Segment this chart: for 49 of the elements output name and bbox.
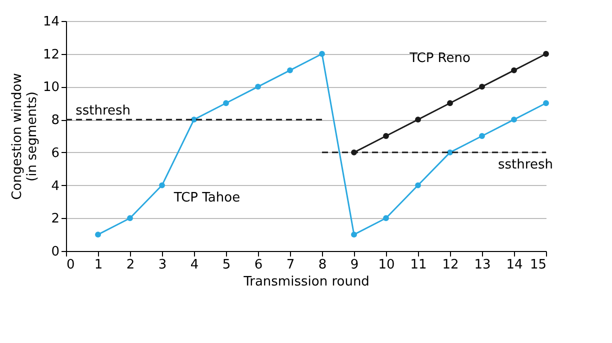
- y-tick-label: 8: [51, 113, 60, 128]
- point: [351, 232, 357, 238]
- point: [479, 133, 485, 139]
- x-tick-label: 4: [190, 258, 199, 272]
- x-tick-label: 0: [66, 258, 75, 272]
- y-tick-label: 12: [42, 47, 60, 62]
- x-tick-label: 7: [286, 258, 295, 272]
- point: [415, 182, 421, 188]
- x-tick-label: 12: [442, 258, 459, 272]
- x-tick-label: 5: [222, 258, 231, 272]
- series-label: TCP Tahoe: [172, 190, 240, 206]
- y-tick-label: 6: [51, 146, 60, 161]
- y-axis-title: Congestion window (in segments): [10, 72, 40, 200]
- point: [159, 182, 165, 188]
- x-tick-label: 1: [94, 258, 103, 272]
- x-tick-label: 6: [254, 258, 263, 272]
- point: [447, 100, 453, 106]
- x-tick-label: 13: [474, 258, 491, 272]
- y-tick-label: 2: [51, 212, 60, 227]
- y-tick-label: 4: [51, 178, 60, 194]
- x-tick-label: 14: [506, 258, 523, 272]
- point: [127, 215, 133, 222]
- point: [223, 100, 229, 106]
- x-tick-label: 11: [410, 258, 427, 272]
- point: [319, 50, 325, 57]
- point: [479, 84, 485, 90]
- point: [255, 84, 261, 90]
- point: [287, 67, 293, 74]
- y-tick-label: 0: [51, 244, 60, 260]
- annotation: ssthresh: [498, 157, 553, 172]
- point: [383, 215, 389, 222]
- series-label: TCP Reno: [408, 51, 470, 66]
- point: [543, 100, 549, 106]
- x-tick-label: 10: [378, 258, 395, 272]
- point: [511, 116, 517, 123]
- point: [383, 133, 389, 139]
- point: [511, 67, 517, 74]
- point: [415, 116, 421, 123]
- point: [95, 232, 101, 238]
- x-tick-label: 3: [158, 258, 167, 272]
- x-tick-label: 2: [126, 258, 135, 272]
- x-tick-label: 15: [530, 258, 546, 272]
- x-tick-label: 9: [350, 258, 359, 272]
- annotation: ssthresh: [76, 104, 131, 119]
- point: [543, 50, 549, 57]
- x-tick-label: 8: [318, 258, 327, 272]
- y-tick-label: 14: [42, 14, 60, 30]
- y-tick-label: 10: [42, 80, 60, 96]
- x-axis-title: Transmission round: [242, 274, 370, 290]
